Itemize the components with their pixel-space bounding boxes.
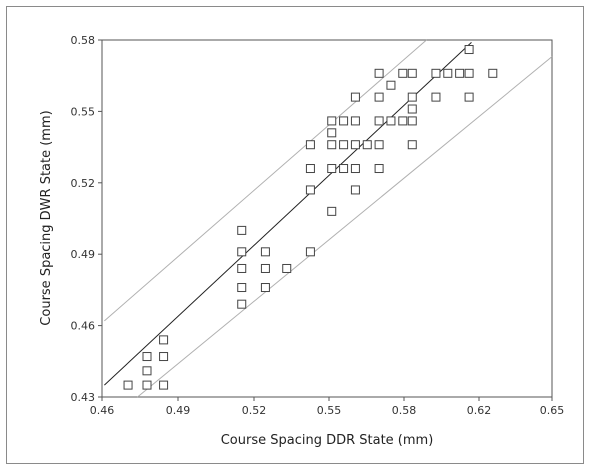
data-point xyxy=(305,247,315,257)
prediction-upper-line xyxy=(104,39,427,322)
y-tick-label: 0.52 xyxy=(71,177,96,190)
data-point xyxy=(305,164,315,174)
y-axis-label: Course Spacing DWR State (mm) xyxy=(39,110,54,325)
data-point xyxy=(407,92,417,102)
data-point xyxy=(464,68,474,78)
data-point xyxy=(237,299,247,309)
y-tick-label: 0.58 xyxy=(71,34,96,47)
data-point xyxy=(407,116,417,126)
data-point xyxy=(237,283,247,293)
data-point xyxy=(339,140,349,150)
data-point xyxy=(142,352,152,362)
x-tick-label: 0.46 xyxy=(90,404,115,417)
data-point xyxy=(260,283,270,293)
data-point xyxy=(386,116,396,126)
y-tick-label: 0.55 xyxy=(71,105,96,118)
x-tick-label: 0.65 xyxy=(540,404,565,417)
data-point xyxy=(327,164,337,174)
data-point xyxy=(305,185,315,195)
plot-border xyxy=(101,39,553,398)
data-point xyxy=(350,116,360,126)
data-point xyxy=(237,263,247,273)
data-point xyxy=(327,140,337,150)
plot-area: 0.46 0.49 0.52 0.55 0.58 0.62 0.650.430.460.49… xyxy=(71,34,565,417)
data-point xyxy=(339,116,349,126)
x-tick-label: 0.55 xyxy=(317,404,342,417)
data-point xyxy=(237,225,247,235)
y-tick-label: 0.43 xyxy=(71,391,96,404)
data-point xyxy=(431,92,441,102)
data-point xyxy=(398,116,408,126)
data-point xyxy=(339,164,349,174)
data-point xyxy=(305,140,315,150)
data-point xyxy=(327,206,337,216)
data-point xyxy=(386,80,396,90)
data-point xyxy=(159,380,169,390)
data-point xyxy=(260,263,270,273)
data-point xyxy=(350,185,360,195)
data-point xyxy=(142,380,152,390)
data-point xyxy=(374,164,384,174)
data-point xyxy=(407,140,417,150)
data-point xyxy=(159,335,169,345)
x-tick-label: 0.52 xyxy=(242,404,267,417)
data-point xyxy=(327,116,337,126)
data-point xyxy=(374,92,384,102)
x-axis-label: Course Spacing DDR State (mm) xyxy=(221,433,434,448)
data-point xyxy=(407,104,417,114)
data-point xyxy=(464,45,474,55)
data-point xyxy=(374,116,384,126)
x-tick-label: 0.62 xyxy=(467,404,492,417)
data-point xyxy=(123,380,133,390)
prediction-lower-line xyxy=(137,56,553,398)
data-point xyxy=(159,352,169,362)
data-point xyxy=(464,92,474,102)
data-point xyxy=(407,68,417,78)
data-point xyxy=(260,247,270,257)
data-point xyxy=(350,92,360,102)
data-point xyxy=(374,68,384,78)
data-point xyxy=(431,68,441,78)
data-point xyxy=(327,128,337,138)
data-point xyxy=(142,366,152,376)
x-tick-label: 0.58 xyxy=(392,404,417,417)
data-point xyxy=(374,140,384,150)
data-point xyxy=(362,140,372,150)
x-tick-label: 0.49 xyxy=(166,404,191,417)
data-point xyxy=(488,68,498,78)
data-point xyxy=(282,263,292,273)
data-point xyxy=(443,68,453,78)
y-tick-label: 0.46 xyxy=(71,320,96,333)
data-point xyxy=(398,68,408,78)
data-point xyxy=(455,68,465,78)
data-point xyxy=(350,164,360,174)
data-point xyxy=(350,140,360,150)
y-tick-label: 0.49 xyxy=(71,248,96,261)
data-point xyxy=(237,247,247,257)
